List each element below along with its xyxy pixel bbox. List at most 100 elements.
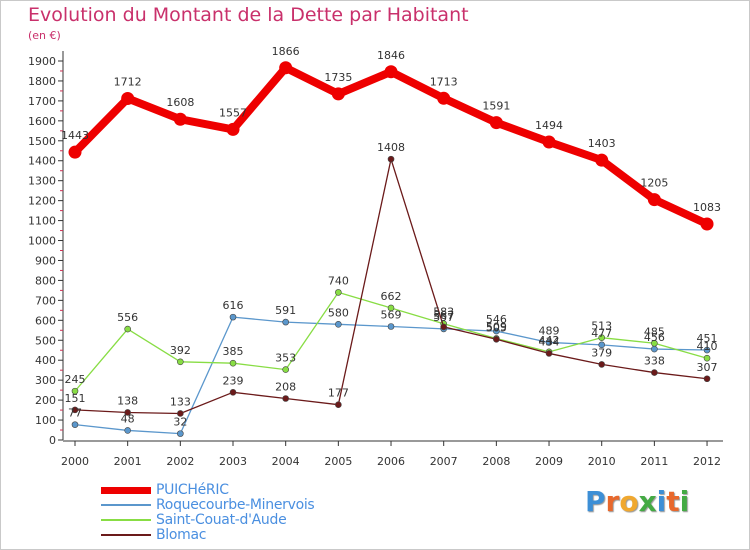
data-point bbox=[598, 334, 606, 341]
x-tick-label: 2001 bbox=[114, 455, 142, 468]
data-point bbox=[647, 193, 661, 207]
data-point bbox=[440, 323, 447, 331]
logo-letter: o bbox=[619, 485, 639, 518]
data-label: 1735 bbox=[324, 71, 352, 84]
data-point bbox=[279, 61, 293, 75]
data-point bbox=[387, 155, 395, 163]
data-point bbox=[489, 116, 503, 130]
data-label: 77 bbox=[68, 407, 82, 420]
data-label: 556 bbox=[117, 311, 138, 324]
legend-swatch bbox=[101, 534, 151, 536]
data-point bbox=[68, 145, 82, 159]
data-label: 662 bbox=[381, 290, 402, 303]
data-label: 151 bbox=[65, 392, 86, 405]
data-label: 569 bbox=[381, 308, 402, 321]
data-point bbox=[177, 358, 184, 366]
series-line-3 bbox=[74, 158, 708, 415]
data-label: 307 bbox=[697, 361, 718, 374]
y-tick-label: 1600 bbox=[28, 115, 56, 128]
data-point bbox=[545, 350, 553, 357]
y-tick-label: 600 bbox=[35, 314, 56, 327]
data-point bbox=[229, 359, 237, 367]
series-lines bbox=[68, 61, 714, 437]
y-tick-label: 800 bbox=[35, 274, 56, 287]
data-point bbox=[335, 401, 342, 408]
data-label: 591 bbox=[275, 304, 296, 317]
data-label: 1608 bbox=[166, 96, 194, 109]
logo-letter: i bbox=[656, 485, 667, 518]
data-label: 509 bbox=[486, 320, 507, 333]
legend-swatch bbox=[101, 519, 151, 521]
data-label: 505 bbox=[486, 321, 507, 334]
data-label: 1205 bbox=[640, 177, 668, 190]
data-point bbox=[226, 122, 240, 136]
data-label: 177 bbox=[328, 387, 349, 400]
y-tick-label: 300 bbox=[35, 374, 56, 387]
logo-letter: x bbox=[638, 485, 657, 518]
data-point bbox=[335, 321, 342, 328]
logo-letter: P bbox=[585, 485, 606, 518]
x-tick-label: 2009 bbox=[535, 455, 563, 468]
y-tick-label: 500 bbox=[35, 334, 56, 347]
data-label: 353 bbox=[275, 352, 296, 365]
logo-letter: t bbox=[666, 485, 680, 518]
data-label: 1712 bbox=[114, 76, 142, 89]
y-tick-label: 1500 bbox=[28, 135, 56, 148]
y-tick-label: 1400 bbox=[28, 155, 56, 168]
x-tick-label: 2005 bbox=[324, 455, 352, 468]
data-point bbox=[387, 323, 395, 330]
data-label: 385 bbox=[223, 345, 244, 358]
data-label: 1083 bbox=[693, 201, 721, 214]
data-point bbox=[493, 327, 500, 335]
legend-label: Blomac bbox=[156, 527, 207, 543]
data-label: 1846 bbox=[377, 49, 405, 62]
data-label: 1408 bbox=[377, 141, 405, 154]
legend-swatch bbox=[101, 487, 151, 494]
data-label: 1591 bbox=[482, 100, 510, 113]
data-point bbox=[703, 354, 711, 362]
data-label: 1403 bbox=[588, 137, 616, 150]
data-label: 379 bbox=[591, 346, 612, 359]
data-point bbox=[595, 153, 609, 167]
data-point bbox=[703, 375, 711, 383]
data-label: 1494 bbox=[535, 119, 563, 132]
data-label: 583 bbox=[433, 306, 454, 319]
legend-swatch bbox=[101, 504, 151, 506]
data-point bbox=[542, 135, 556, 149]
data-point bbox=[177, 430, 184, 437]
data-label: 1557 bbox=[219, 106, 247, 119]
data-label: 208 bbox=[275, 381, 296, 394]
x-tick-label: 2012 bbox=[693, 455, 721, 468]
x-tick-label: 2008 bbox=[482, 455, 510, 468]
y-tick-label: 900 bbox=[35, 254, 56, 267]
data-label: 616 bbox=[223, 299, 244, 312]
data-point bbox=[598, 361, 606, 368]
data-label: 740 bbox=[328, 274, 349, 287]
x-tick-label: 2003 bbox=[219, 455, 247, 468]
data-label: 557 bbox=[433, 311, 454, 324]
data-point bbox=[493, 335, 500, 343]
data-point bbox=[384, 65, 398, 79]
data-label: 410 bbox=[697, 340, 718, 353]
data-label: 245 bbox=[65, 373, 86, 386]
data-point bbox=[71, 406, 79, 414]
data-labels: 77 48 32 616 591 580 569 557 546 489 477 456 451 245 5… bbox=[61, 45, 721, 429]
data-point bbox=[651, 339, 658, 347]
data-point bbox=[71, 421, 79, 428]
data-point bbox=[282, 318, 289, 326]
data-label: 485 bbox=[644, 325, 665, 338]
data-label: 1443 bbox=[61, 129, 89, 142]
data-point bbox=[282, 395, 289, 402]
data-label: 442 bbox=[539, 334, 560, 347]
data-point bbox=[700, 217, 714, 231]
data-label: 1866 bbox=[272, 45, 300, 58]
data-label: 338 bbox=[644, 355, 665, 368]
data-point bbox=[229, 313, 237, 321]
data-point bbox=[229, 389, 237, 396]
data-label: 456 bbox=[644, 331, 665, 344]
y-tick-label: 1300 bbox=[28, 175, 56, 188]
x-tick-label: 2010 bbox=[588, 455, 616, 468]
data-label: 32 bbox=[173, 416, 187, 429]
